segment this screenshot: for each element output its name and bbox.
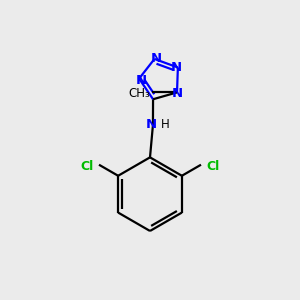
Text: N: N: [171, 87, 183, 101]
Text: N: N: [150, 52, 161, 65]
Text: CH₃: CH₃: [129, 87, 151, 101]
Text: H: H: [161, 118, 170, 131]
Text: Cl: Cl: [80, 160, 94, 173]
Text: N: N: [136, 74, 147, 87]
Text: N: N: [146, 118, 157, 131]
Text: Cl: Cl: [206, 160, 220, 173]
Text: N: N: [171, 61, 182, 74]
